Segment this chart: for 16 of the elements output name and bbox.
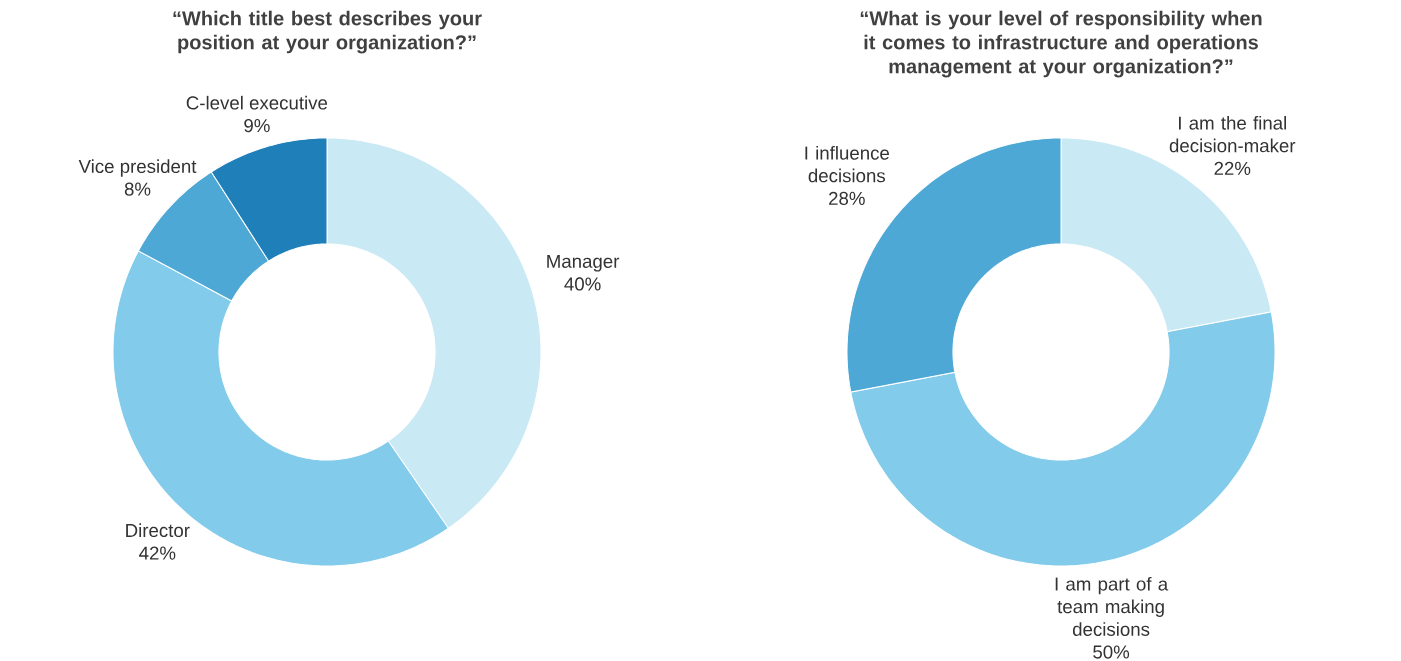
data-label: 9% xyxy=(244,118,270,133)
data-label: 8% xyxy=(124,182,151,196)
data-label: 50% xyxy=(1093,645,1130,659)
data-label: 40% xyxy=(564,277,601,291)
data-label: 22% xyxy=(1214,161,1251,175)
slice-label: I influence decisions xyxy=(805,145,890,183)
data-label: 42% xyxy=(139,546,176,560)
chart-title: “What is your level of responsibility when it comes to infrastructure and operations management at your organization?” xyxy=(860,10,1262,78)
slice-label: Director xyxy=(126,523,190,537)
slice-label: I am the final decision-maker xyxy=(1169,115,1296,153)
chart-title: “Which title best describes your position at your organization?” xyxy=(173,10,482,54)
slice-label: I am part of a team making decisions xyxy=(1055,576,1169,636)
data-label: 28% xyxy=(829,191,865,205)
slice-label: C-level executive xyxy=(186,95,328,110)
slice-label: Vice president xyxy=(78,159,197,177)
slice-label: Manager xyxy=(547,254,620,272)
